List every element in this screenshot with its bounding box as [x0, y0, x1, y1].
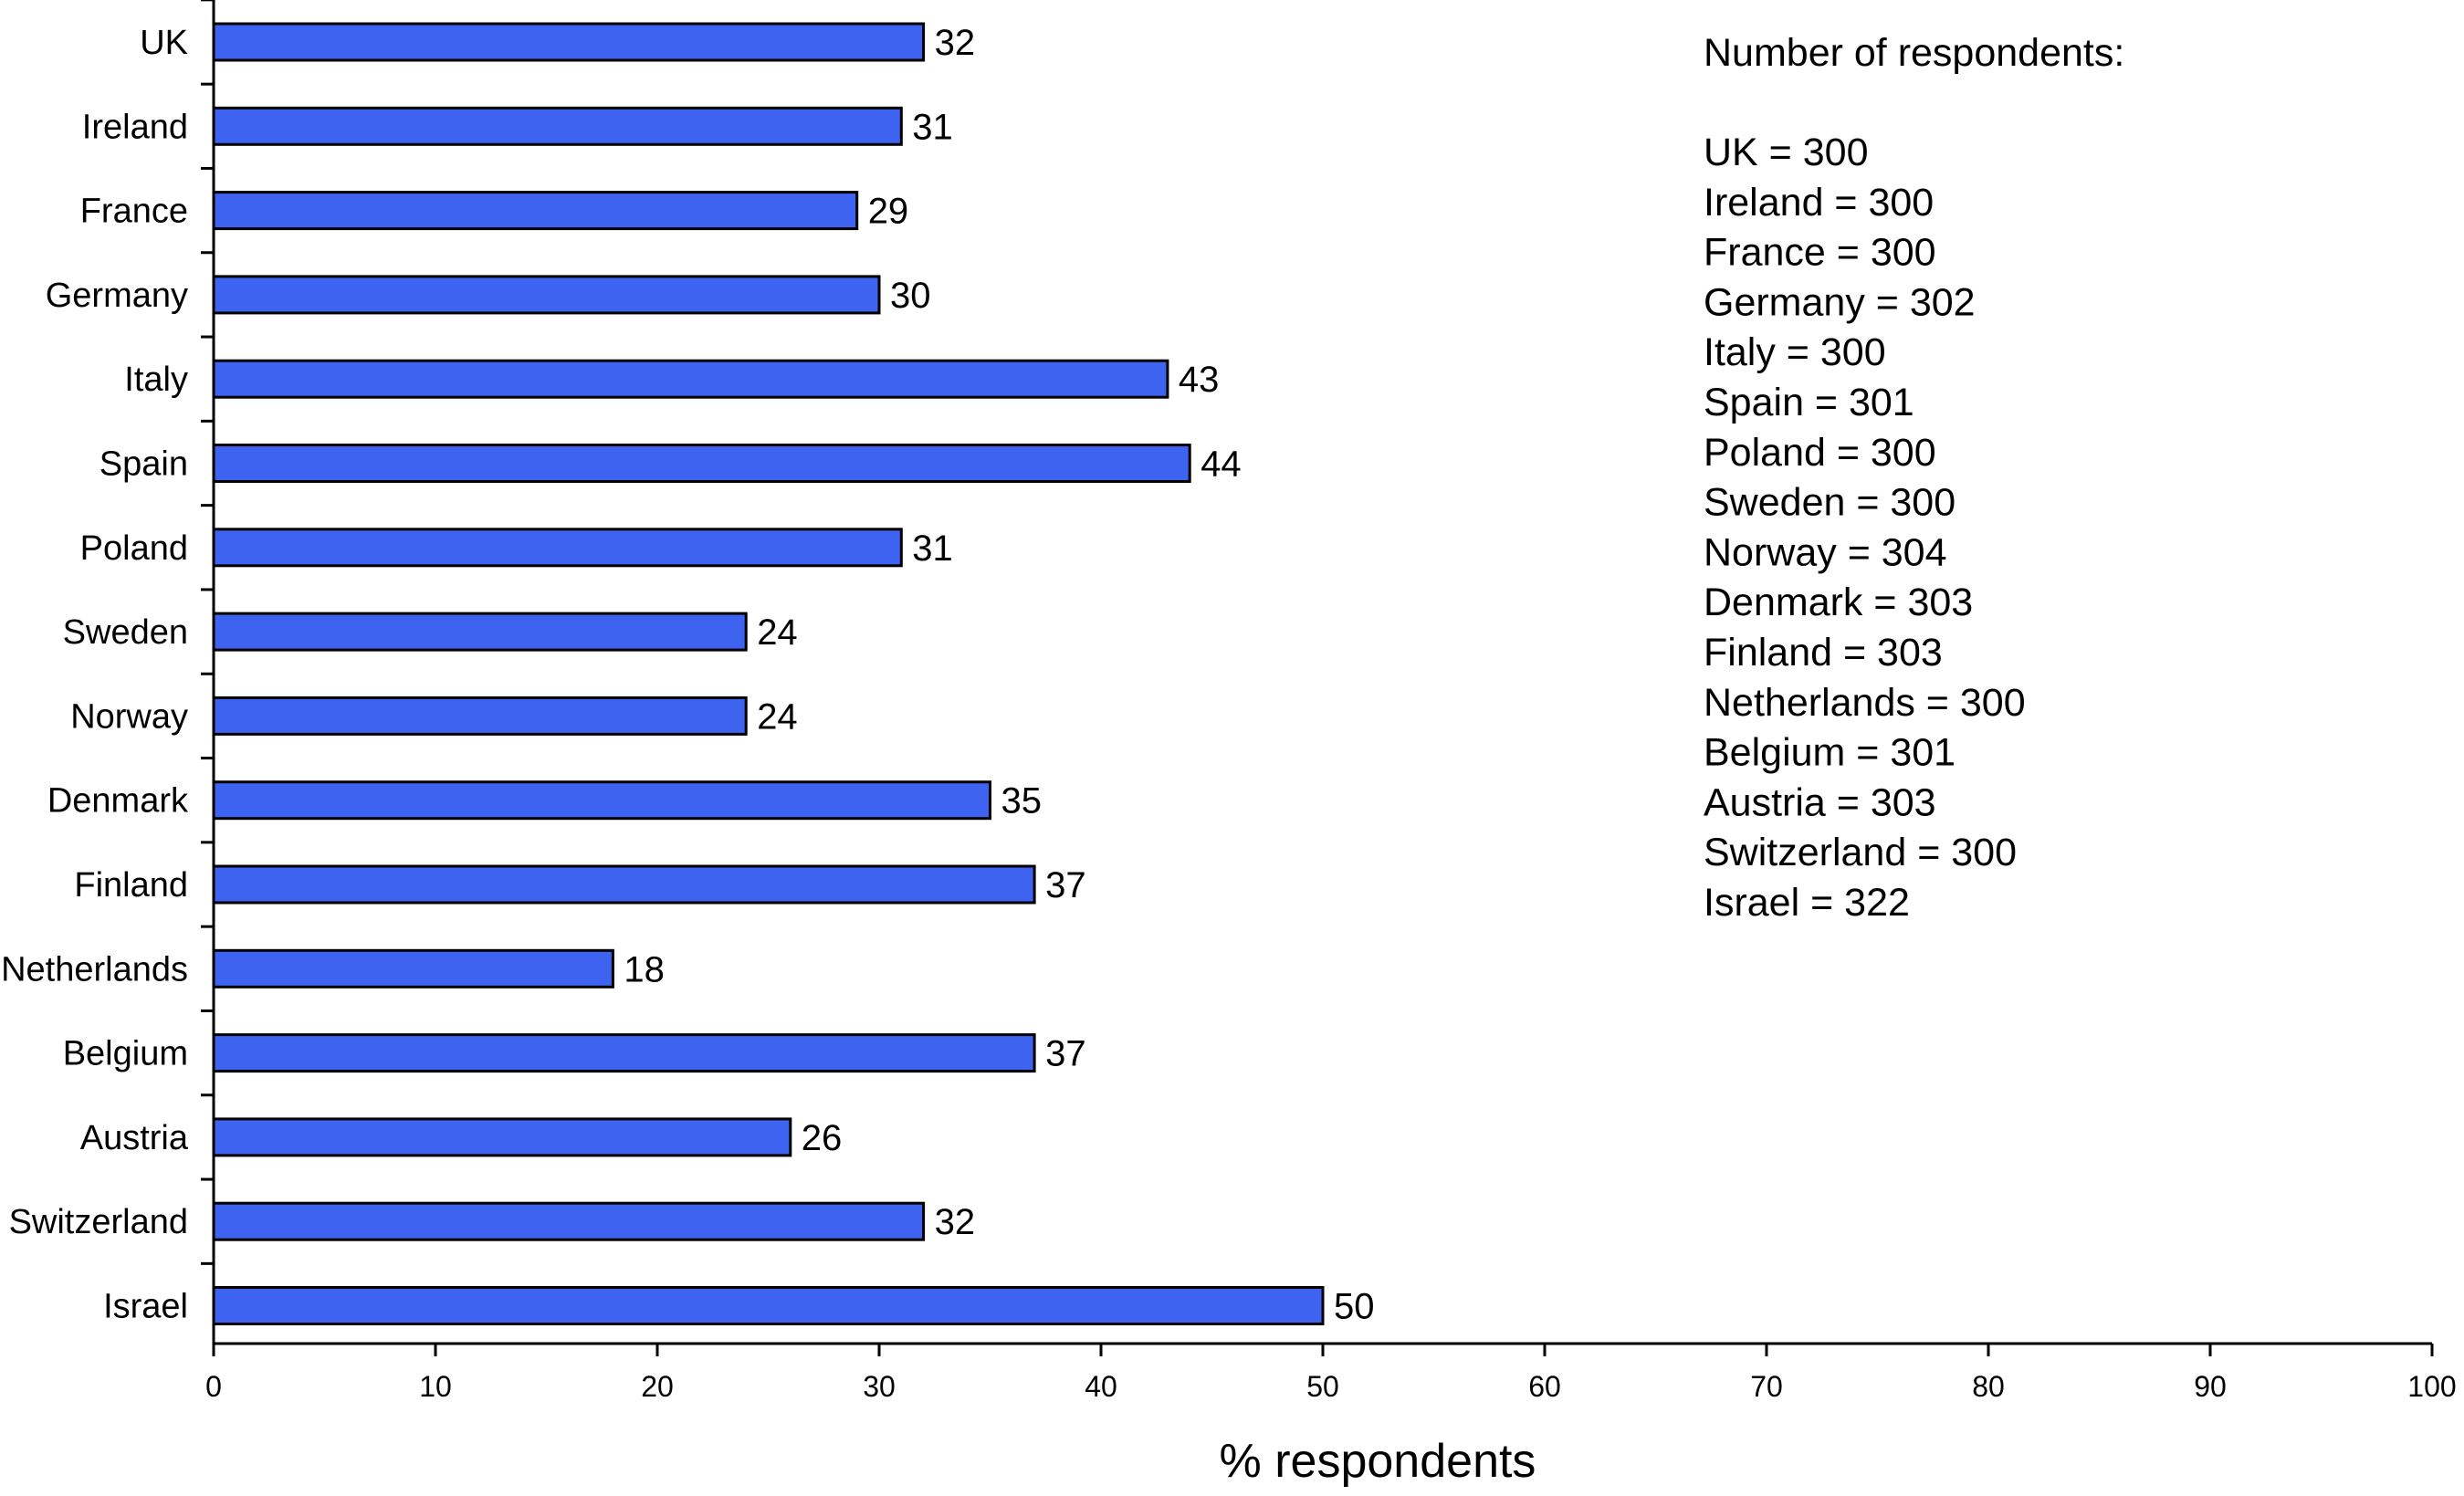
respondents-note-line: Spain = 301 [1704, 381, 1914, 424]
respondents-note-line: Israel = 322 [1704, 881, 1910, 925]
respondents-note-line: Ireland = 300 [1704, 181, 1934, 225]
value-label-denmark: 35 [1001, 781, 1043, 821]
respondents-note-line: Sweden = 300 [1704, 481, 1955, 525]
respondents-note-line: France = 300 [1704, 231, 1936, 275]
value-label-spain: 44 [1201, 445, 1242, 485]
value-label-germany: 30 [890, 276, 931, 316]
respondents-note-line: Denmark = 303 [1704, 581, 1973, 624]
value-label-ireland: 31 [912, 107, 953, 147]
bar-france [212, 191, 859, 231]
x-tick-label: 40 [1085, 1370, 1117, 1403]
bar-austria [212, 1117, 792, 1157]
value-label-belgium: 37 [1045, 1034, 1086, 1074]
category-label-spain: Spain [100, 445, 188, 484]
bar-finland [212, 864, 1036, 905]
value-label-sweden: 24 [757, 612, 798, 653]
category-label-ireland: Ireland [82, 108, 188, 146]
value-label-france: 29 [868, 192, 909, 232]
bar-netherlands [212, 948, 614, 989]
value-label-austria: 26 [802, 1118, 843, 1158]
category-label-israel: Israel [103, 1288, 188, 1326]
category-label-austria: Austria [80, 1119, 189, 1157]
category-label-italy: Italy [124, 361, 188, 399]
value-label-poland: 31 [912, 528, 953, 569]
value-label-netherlands: 18 [624, 949, 665, 989]
category-label-denmark: Denmark [47, 782, 189, 821]
respondents-note-line: Germany = 302 [1704, 280, 1976, 324]
respondents-note-line: UK = 300 [1704, 131, 1868, 174]
respondents-note-line: Norway = 304 [1704, 530, 1947, 574]
respondents-note-line: Belgium = 301 [1704, 731, 1955, 775]
bar-germany [212, 275, 881, 315]
bar-norway [212, 696, 748, 736]
value-label-italy: 43 [1179, 360, 1220, 400]
bar-belgium [212, 1033, 1036, 1073]
x-tick-label: 0 [205, 1370, 222, 1403]
category-label-switzerland: Switzerland [9, 1203, 188, 1241]
respondents-note-line: Netherlands = 300 [1704, 681, 2026, 725]
category-label-norway: Norway [70, 697, 188, 736]
bar-switzerland [212, 1201, 926, 1241]
respondents-note-line: Poland = 300 [1704, 431, 1936, 475]
category-label-poland: Poland [80, 529, 188, 568]
bar-denmark [212, 780, 991, 821]
category-label-uk: UK [140, 24, 188, 62]
value-label-uk: 32 [935, 23, 976, 63]
x-ticks: 0 10 20 30 40 50 60 70 80 90 100 [205, 1344, 2457, 1403]
respondents-note-line: Italy = 300 [1704, 330, 1886, 374]
respondents-note-line: Switzerland = 300 [1704, 831, 2017, 874]
category-label-belgium: Belgium [63, 1035, 188, 1073]
x-tick-label: 20 [641, 1370, 674, 1403]
value-label-norway: 24 [757, 696, 798, 737]
respondents-note-heading: Number of respondents: [1704, 31, 2124, 75]
bar-israel [212, 1286, 1325, 1325]
bar-uk [212, 22, 926, 62]
category-label-sweden: Sweden [63, 613, 188, 652]
x-tick-label: 100 [2407, 1370, 2456, 1403]
x-tick-label: 10 [419, 1370, 452, 1403]
x-tick-label: 60 [1528, 1370, 1561, 1403]
bar-poland [212, 528, 903, 568]
bar-spain [212, 444, 1191, 483]
category-label-finland: Finland [74, 866, 188, 905]
value-label-israel: 50 [1334, 1287, 1375, 1327]
x-tick-label: 80 [1972, 1370, 2005, 1403]
y-ticks: UK Ireland France Germany Italy Spain Poland Sw… [1, 0, 214, 1326]
x-tick-label: 70 [1750, 1370, 1783, 1403]
category-label-netherlands: Netherlands [1, 950, 188, 989]
category-label-france: France [80, 193, 188, 231]
value-label-switzerland: 32 [935, 1202, 976, 1242]
x-tick-label: 50 [1306, 1370, 1339, 1403]
x-axis-title: % respondents [1220, 1435, 1536, 1488]
bar-sweden [212, 612, 748, 652]
bars-layer: 32 31 29 30 43 44 31 24 24 35 37 18 37 26 32 50 [212, 22, 1375, 1327]
respondents-note-line: Austria = 303 [1704, 780, 1936, 824]
bar-ireland [212, 106, 903, 146]
value-label-finland: 37 [1045, 865, 1086, 905]
x-tick-label: 90 [2194, 1370, 2227, 1403]
x-tick-label: 30 [863, 1370, 896, 1403]
respondents-note-line: Finland = 303 [1704, 631, 1943, 675]
category-label-germany: Germany [46, 277, 188, 315]
respondents-note: Number of respondents: UK = 300 Ireland =… [1704, 31, 2124, 925]
bar-italy [212, 359, 1169, 399]
